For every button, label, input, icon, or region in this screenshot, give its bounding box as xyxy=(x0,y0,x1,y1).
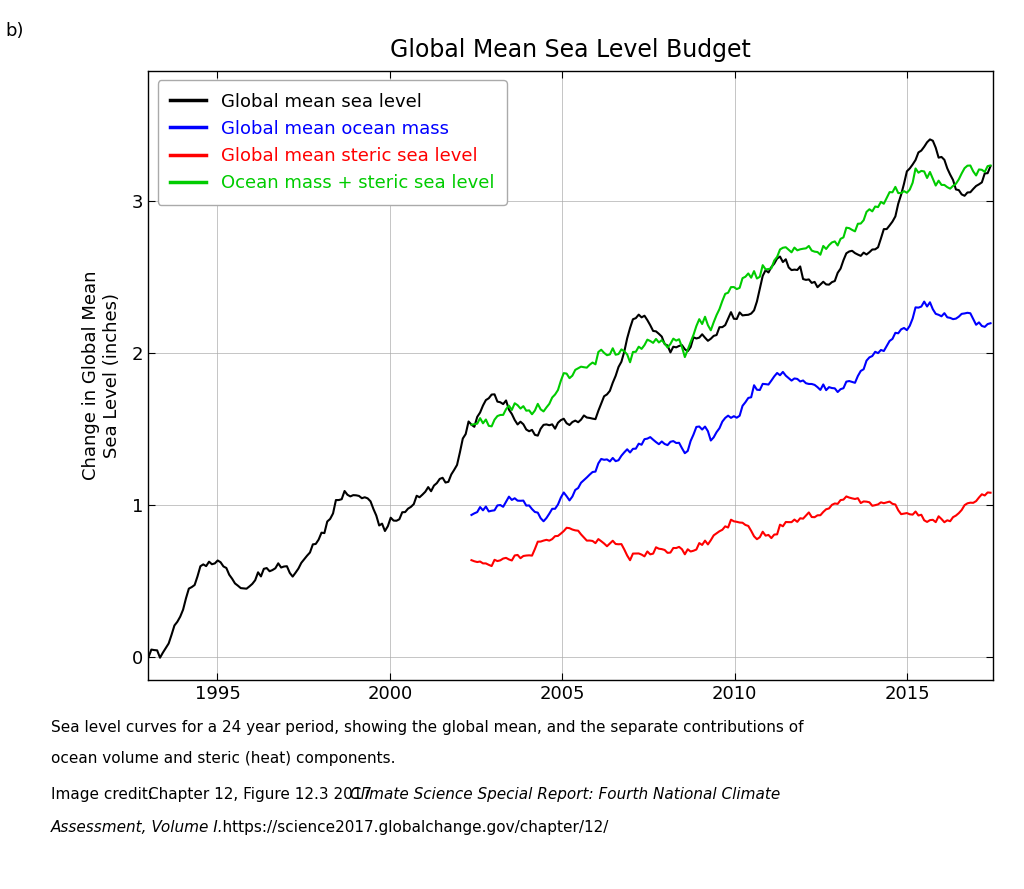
Legend: Global mean sea level, Global mean ocean mass, Global mean steric sea level, Oce: Global mean sea level, Global mean ocean… xyxy=(158,80,507,204)
Title: Global Mean Sea Level Budget: Global Mean Sea Level Budget xyxy=(390,38,752,62)
Y-axis label: Change in Global Mean
Sea Level (inches): Change in Global Mean Sea Level (inches) xyxy=(82,271,121,480)
Text: b): b) xyxy=(5,22,24,40)
Text: Climate Science Special Report: Fourth National Climate: Climate Science Special Report: Fourth N… xyxy=(350,787,780,802)
Text: Sea level curves for a 24 year period, showing the global mean, and the separate: Sea level curves for a 24 year period, s… xyxy=(51,720,804,735)
Text: Chapter 12, Figure 12.3 2017: Chapter 12, Figure 12.3 2017 xyxy=(148,787,378,802)
Text: ocean volume and steric (heat) components.: ocean volume and steric (heat) component… xyxy=(51,751,395,766)
Text: Assessment, Volume I.: Assessment, Volume I. xyxy=(51,820,224,835)
Text: https://science2017.globalchange.gov/chapter/12/: https://science2017.globalchange.gov/cha… xyxy=(203,820,608,835)
Text: Image credit:: Image credit: xyxy=(51,787,154,802)
